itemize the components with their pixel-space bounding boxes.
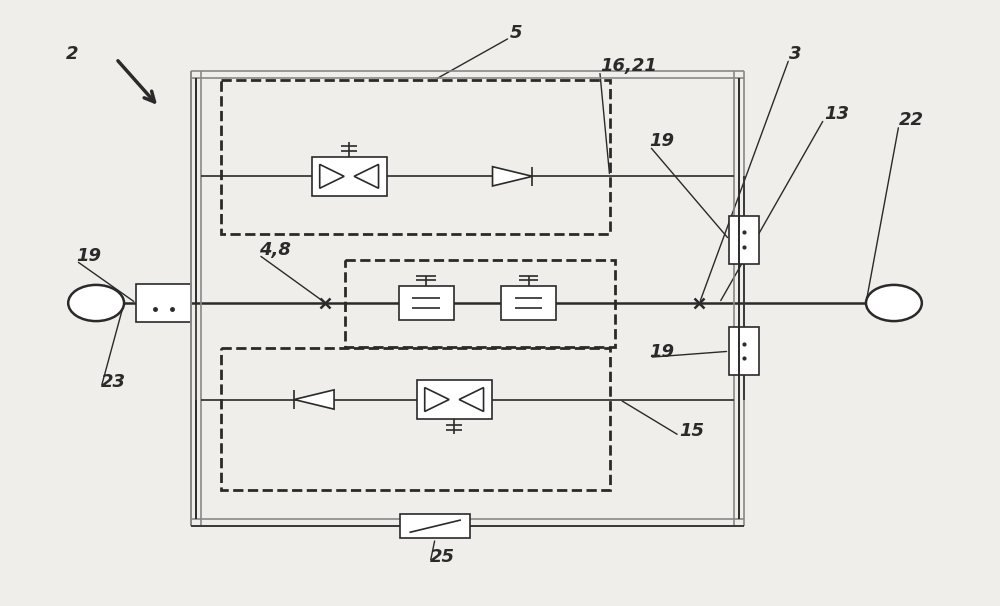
Text: 19: 19	[650, 343, 675, 361]
Text: 2: 2	[66, 45, 79, 62]
Bar	[729, 327, 759, 375]
Text: 22: 22	[899, 111, 924, 129]
Bar	[312, 157, 387, 196]
Ellipse shape	[68, 285, 124, 321]
Text: 5: 5	[510, 24, 522, 42]
Polygon shape	[320, 164, 344, 188]
Bar	[417, 380, 492, 419]
Bar	[501, 287, 556, 319]
Bar	[400, 514, 470, 538]
Bar	[221, 80, 610, 234]
Bar	[729, 216, 759, 264]
Text: 19: 19	[76, 247, 101, 265]
Polygon shape	[354, 164, 379, 188]
Polygon shape	[294, 390, 334, 409]
Ellipse shape	[866, 285, 922, 321]
Text: 3: 3	[789, 45, 802, 62]
Polygon shape	[425, 388, 449, 411]
Text: 23: 23	[101, 373, 126, 391]
Polygon shape	[459, 388, 484, 411]
Text: 25: 25	[430, 548, 455, 567]
Bar	[221, 348, 610, 490]
Text: 15: 15	[680, 422, 704, 440]
Text: 19: 19	[650, 132, 675, 150]
Text: 4,8: 4,8	[259, 241, 291, 259]
Bar	[345, 259, 615, 347]
Bar	[136, 284, 191, 322]
Polygon shape	[493, 167, 532, 186]
Bar	[399, 287, 454, 319]
Text: 16,21: 16,21	[600, 57, 657, 75]
Text: 13: 13	[824, 105, 849, 123]
